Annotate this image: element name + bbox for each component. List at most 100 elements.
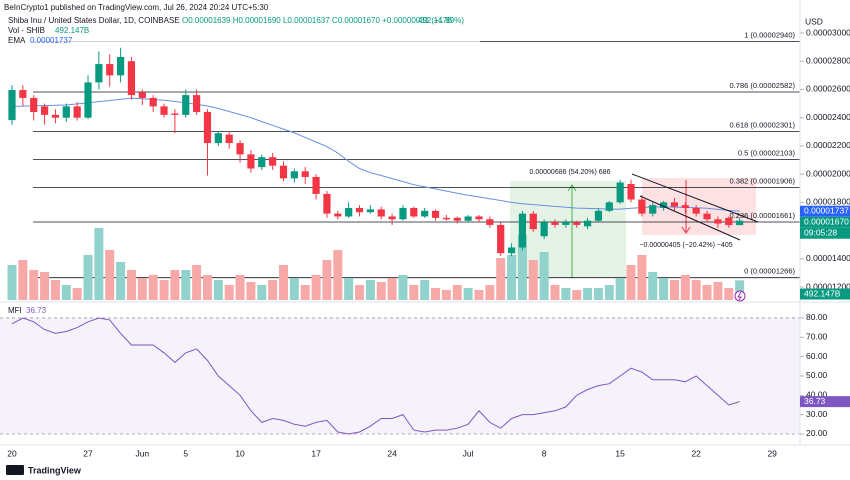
event-icon[interactable] xyxy=(734,290,746,302)
x-tick-label: 24 xyxy=(387,448,397,458)
loss-arrow-head xyxy=(681,226,691,234)
candle-body xyxy=(8,90,16,121)
volume-bar xyxy=(333,250,343,300)
symbol: Shiba Inu / United States Dollar, 1D, CO… xyxy=(8,16,180,25)
volume-bar xyxy=(7,265,17,300)
candle-body xyxy=(442,217,450,220)
volume-bar xyxy=(680,275,690,300)
y-tick-label: 0.00001400 xyxy=(806,253,850,263)
volume-bar xyxy=(420,280,430,300)
candle-body xyxy=(507,247,516,254)
candle-body xyxy=(323,193,331,214)
volume-bar xyxy=(507,255,517,300)
volume-bar xyxy=(148,275,158,300)
y-tick-label: 0.00002600 xyxy=(806,84,850,94)
volume-bar xyxy=(452,285,462,300)
volume-bar xyxy=(83,255,93,300)
volume-bar xyxy=(691,280,701,300)
candle-body xyxy=(518,213,527,248)
brand-logo xyxy=(6,465,24,475)
x-tick-label: 15 xyxy=(615,448,625,458)
gain-label: 0.00000686 (54.20%) 686 xyxy=(530,169,611,176)
y-tick-label: 40.00 xyxy=(806,390,828,400)
y-tick-label: 30.00 xyxy=(806,409,828,419)
y-tick-label: 60.00 xyxy=(806,351,828,361)
candle-body xyxy=(51,114,60,118)
y-tick-label: 70.00 xyxy=(806,332,828,342)
mfi-tag: 36.73 xyxy=(804,396,826,406)
ema-value: 0.00001737 xyxy=(30,36,73,45)
legend-bg xyxy=(0,0,480,48)
volume-bar xyxy=(550,285,560,300)
volume-bar xyxy=(300,285,310,300)
y-tick-label: 0.00002200 xyxy=(806,140,850,150)
x-tick-label: 27 xyxy=(83,448,93,458)
candle-body xyxy=(388,216,396,220)
channel-top xyxy=(631,173,759,223)
candle-body xyxy=(725,217,733,226)
volume-bar xyxy=(213,280,223,300)
candle-body xyxy=(475,216,483,220)
candle-body xyxy=(692,207,700,214)
volume-bar xyxy=(409,285,419,300)
candle-body xyxy=(62,106,70,118)
candle-body xyxy=(182,95,190,115)
y-tick-label: 0.00002400 xyxy=(806,112,850,122)
candle-body xyxy=(95,64,103,83)
candle-body xyxy=(649,205,657,214)
candle-body xyxy=(703,213,711,220)
ema-line xyxy=(11,97,740,212)
candle-body xyxy=(638,199,646,214)
x-tick-label: 8 xyxy=(542,448,547,458)
published: BeInCrypto1 published on TradingView.com… xyxy=(4,3,269,12)
fib-label: 0.5 (0.00002103) xyxy=(738,149,796,158)
candle-body xyxy=(269,157,277,166)
candle-body xyxy=(171,113,179,115)
candle-body xyxy=(279,165,288,179)
volume-bar xyxy=(192,265,202,300)
candle-body xyxy=(421,210,429,217)
event-icon-bolt xyxy=(737,291,742,301)
loss-label: −0.00000405 (−20.42%) −405 xyxy=(639,242,732,249)
candle-body xyxy=(345,207,353,217)
x-tick-label: Jul xyxy=(463,448,474,458)
volume-bar xyxy=(365,280,375,300)
candle-body xyxy=(410,207,418,217)
x-tick-label: 29 xyxy=(767,448,777,458)
volume-bar xyxy=(583,288,593,300)
volume-bar xyxy=(355,285,365,300)
volume-bar xyxy=(126,270,136,300)
marks xyxy=(8,47,744,435)
candle-body xyxy=(377,209,385,217)
fib-label: 0.618 (0.00002301) xyxy=(730,121,796,130)
ema-tag: 0.00001737 xyxy=(804,205,849,215)
volume-tag-bg xyxy=(800,288,850,300)
candle-body xyxy=(605,202,613,211)
volume-bar xyxy=(561,288,571,300)
gain-box xyxy=(510,181,626,278)
volume-bar xyxy=(311,275,321,300)
candle-body xyxy=(214,133,222,144)
ohlc: O0.00001639 H0.00001690 L0.00001637 C0.0… xyxy=(182,16,464,25)
candle-body xyxy=(19,90,27,98)
mfi-band xyxy=(0,317,800,434)
volume-bar xyxy=(735,280,745,300)
candle-body xyxy=(573,222,581,225)
candle-body xyxy=(334,213,342,217)
fib-label: 0.786 (0.00002582) xyxy=(730,81,796,90)
candle-body xyxy=(290,171,298,179)
candle-body xyxy=(106,64,114,76)
volume-bar xyxy=(702,285,712,300)
fib-label: 1 (0.00002940) xyxy=(744,30,795,39)
volume-bar xyxy=(441,290,451,300)
volume-bar xyxy=(105,250,115,300)
fib-label: 0 (0.00001266) xyxy=(744,267,795,276)
candle-body xyxy=(203,112,212,144)
candle-body xyxy=(616,182,624,203)
candle-body xyxy=(464,216,472,221)
ema-label: EMA xyxy=(8,36,26,45)
candle-body xyxy=(431,210,440,218)
ohlc-volume: 492.147B xyxy=(418,16,452,25)
candle-body xyxy=(355,207,364,213)
